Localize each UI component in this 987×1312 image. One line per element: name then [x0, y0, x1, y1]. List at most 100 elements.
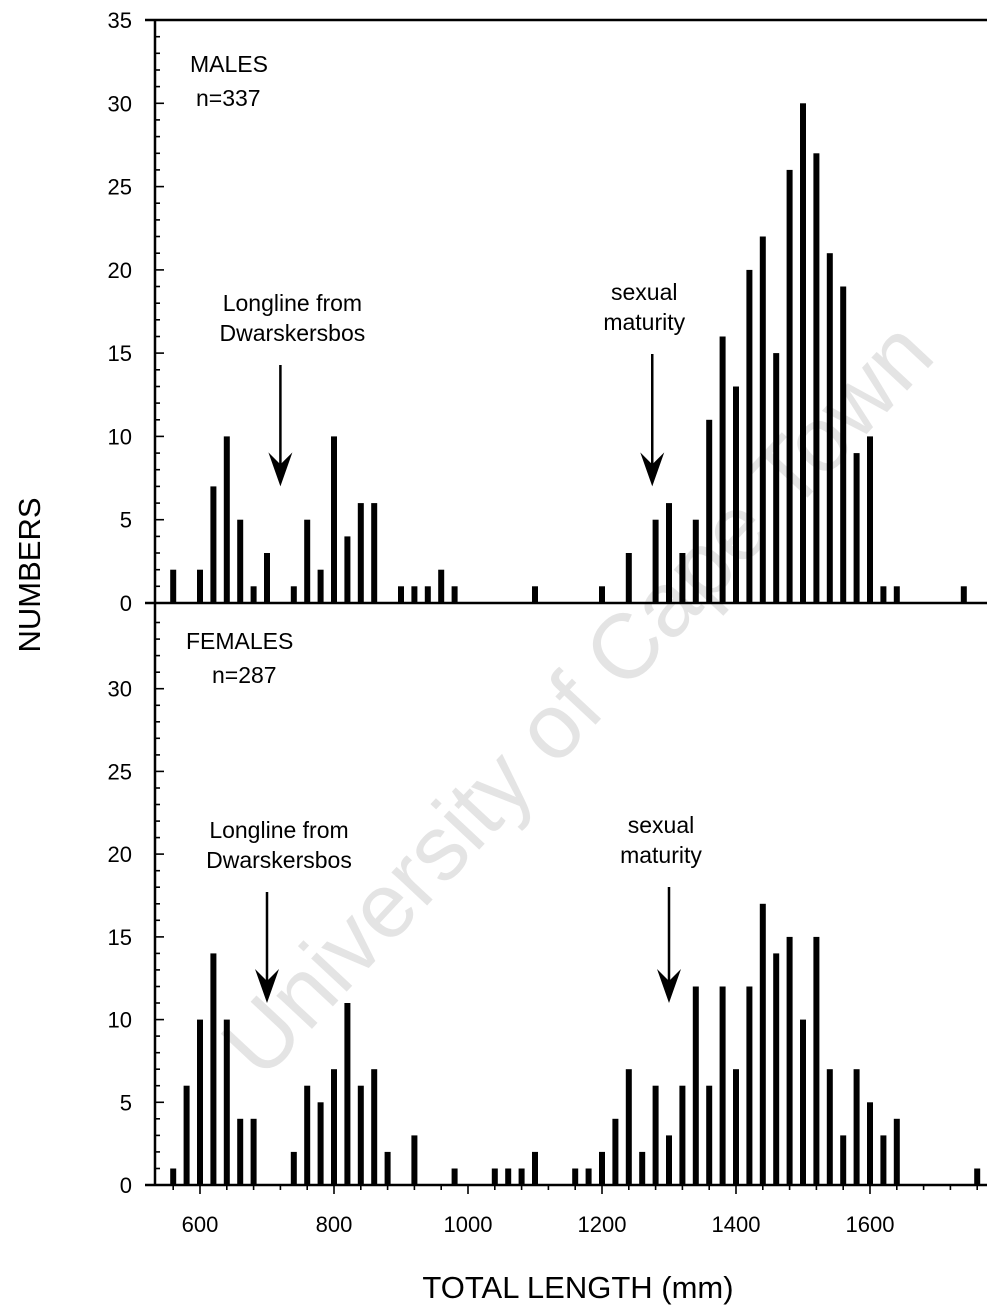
- annotation-text-top-1-1: maturity: [603, 309, 685, 335]
- annotation-arrow-head-top-0: [268, 452, 293, 487]
- bar-bottom-1080: [518, 1168, 525, 1185]
- y-tick-label-bottom-10: 10: [108, 1008, 132, 1033]
- bar-bottom-620: [210, 953, 217, 1185]
- bar-top-1560: [840, 286, 847, 603]
- bar-top-1240: [625, 553, 632, 603]
- bar-top-680: [250, 586, 257, 603]
- annotation-text-top-1-0: sexual: [611, 279, 677, 305]
- bar-bottom-820: [344, 1003, 351, 1185]
- y-tick-label-top-20: 20: [108, 258, 132, 283]
- bar-bottom-780: [317, 1102, 324, 1185]
- bar-bottom-1480: [786, 936, 793, 1185]
- bar-bottom-1240: [625, 1069, 632, 1185]
- y-tick-label-bottom-5: 5: [120, 1090, 132, 1115]
- bar-bottom-1340: [692, 986, 699, 1185]
- bar-top-1440: [759, 236, 766, 603]
- y-tick-label-top-0: 0: [120, 591, 132, 616]
- bar-top-1280: [652, 519, 659, 603]
- annotation-text-bottom-0-0: Longline from: [209, 817, 348, 843]
- bar-top-1520: [813, 153, 820, 604]
- bar-top-1100: [532, 586, 538, 603]
- bar-bottom-1320: [679, 1085, 686, 1185]
- panel-title-bottom: FEMALES: [186, 628, 293, 654]
- y-tick-label-bottom-25: 25: [108, 759, 132, 784]
- y-tick-label-top-5: 5: [120, 508, 132, 533]
- bar-bottom-1500: [800, 1019, 806, 1185]
- watermark-text: University of Cape Town: [202, 302, 952, 1096]
- bar-bottom-1300: [666, 1135, 672, 1185]
- bar-top-1480: [786, 169, 793, 603]
- x-tick-label-1600: 1600: [846, 1212, 895, 1237]
- bar-top-1360: [706, 419, 713, 603]
- annotation-text-bottom-1-0: sexual: [628, 812, 694, 838]
- annotation-arrow-head-bottom-0: [255, 969, 279, 1004]
- panel-n-bottom: n=287: [212, 662, 277, 688]
- bar-top-1640: [893, 586, 900, 603]
- bar-bottom-840: [357, 1085, 364, 1185]
- bar-bottom-860: [371, 1069, 378, 1185]
- y-tick-label-bottom-0: 0: [120, 1173, 132, 1198]
- bar-bottom-560: [170, 1168, 177, 1185]
- bar-bottom-980: [451, 1168, 458, 1185]
- bar-bottom-1180: [585, 1168, 592, 1185]
- y-tick-label-bottom-30: 30: [108, 677, 132, 702]
- bar-top-560: [170, 569, 177, 603]
- bar-top-1420: [746, 269, 753, 603]
- bar-top-1620: [880, 586, 887, 603]
- bar-bottom-740: [290, 1151, 297, 1185]
- bar-top-620: [210, 486, 217, 603]
- bar-top-640: [223, 436, 230, 603]
- bar-top-800: [331, 436, 337, 603]
- bar-top-900: [398, 586, 404, 603]
- bar-bottom-1200: [599, 1151, 605, 1185]
- bar-top-980: [451, 586, 458, 603]
- panel-title-top: MALES: [190, 51, 268, 77]
- bar-top-920: [411, 586, 418, 603]
- y-tick-label-top-25: 25: [108, 175, 132, 200]
- bar-bottom-600: [197, 1019, 203, 1185]
- bar-bottom-880: [384, 1151, 391, 1185]
- bar-bottom-1100: [532, 1151, 538, 1185]
- y-tick-label-bottom-20: 20: [108, 842, 132, 867]
- bar-top-1200: [599, 586, 605, 603]
- annotation-text-top-0-1: Dwarskersbos: [220, 320, 366, 346]
- annotation-text-bottom-1-1: maturity: [620, 842, 702, 868]
- bar-bottom-1400: [733, 1069, 739, 1185]
- bar-bottom-920: [411, 1135, 418, 1185]
- bar-top-1400: [733, 386, 739, 603]
- panel-n-top: n=337: [196, 85, 261, 111]
- annotation-text-top-0-0: Longline from: [223, 290, 362, 316]
- y-axis-title: NUMBERS: [12, 497, 47, 652]
- bar-top-1600: [867, 436, 873, 603]
- bar-bottom-760: [304, 1085, 311, 1185]
- x-axis-title: TOTAL LENGTH (mm): [422, 1270, 733, 1305]
- bar-bottom-1760: [974, 1168, 981, 1185]
- y-tick-label-top-10: 10: [108, 424, 132, 449]
- bar-bottom-1220: [612, 1118, 619, 1185]
- annotation-text-bottom-0-1: Dwarskersbos: [206, 847, 352, 873]
- bar-top-860: [371, 503, 378, 603]
- bar-top-940: [424, 586, 431, 603]
- bar-top-1580: [853, 453, 860, 603]
- bar-bottom-660: [237, 1118, 244, 1185]
- bar-bottom-1060: [505, 1168, 512, 1185]
- bar-bottom-640: [223, 1019, 230, 1185]
- bar-bottom-1160: [572, 1168, 579, 1185]
- annotation-arrow-head-top-1: [640, 452, 665, 487]
- bar-bottom-1640: [893, 1118, 900, 1185]
- bar-top-1300: [666, 503, 672, 603]
- bar-top-840: [357, 503, 364, 603]
- y-tick-label-bottom-15: 15: [108, 925, 132, 950]
- bar-bottom-1440: [759, 903, 766, 1185]
- bar-bottom-1580: [853, 1069, 860, 1185]
- bar-top-760: [304, 519, 311, 603]
- bar-bottom-1600: [867, 1102, 873, 1185]
- y-tick-label-top-30: 30: [108, 91, 132, 116]
- bar-bottom-1620: [880, 1135, 887, 1185]
- bar-bottom-1260: [639, 1151, 646, 1185]
- bar-bottom-800: [331, 1069, 337, 1185]
- bar-bottom-1540: [826, 1069, 833, 1185]
- bar-top-660: [237, 519, 244, 603]
- bar-bottom-1380: [719, 986, 726, 1185]
